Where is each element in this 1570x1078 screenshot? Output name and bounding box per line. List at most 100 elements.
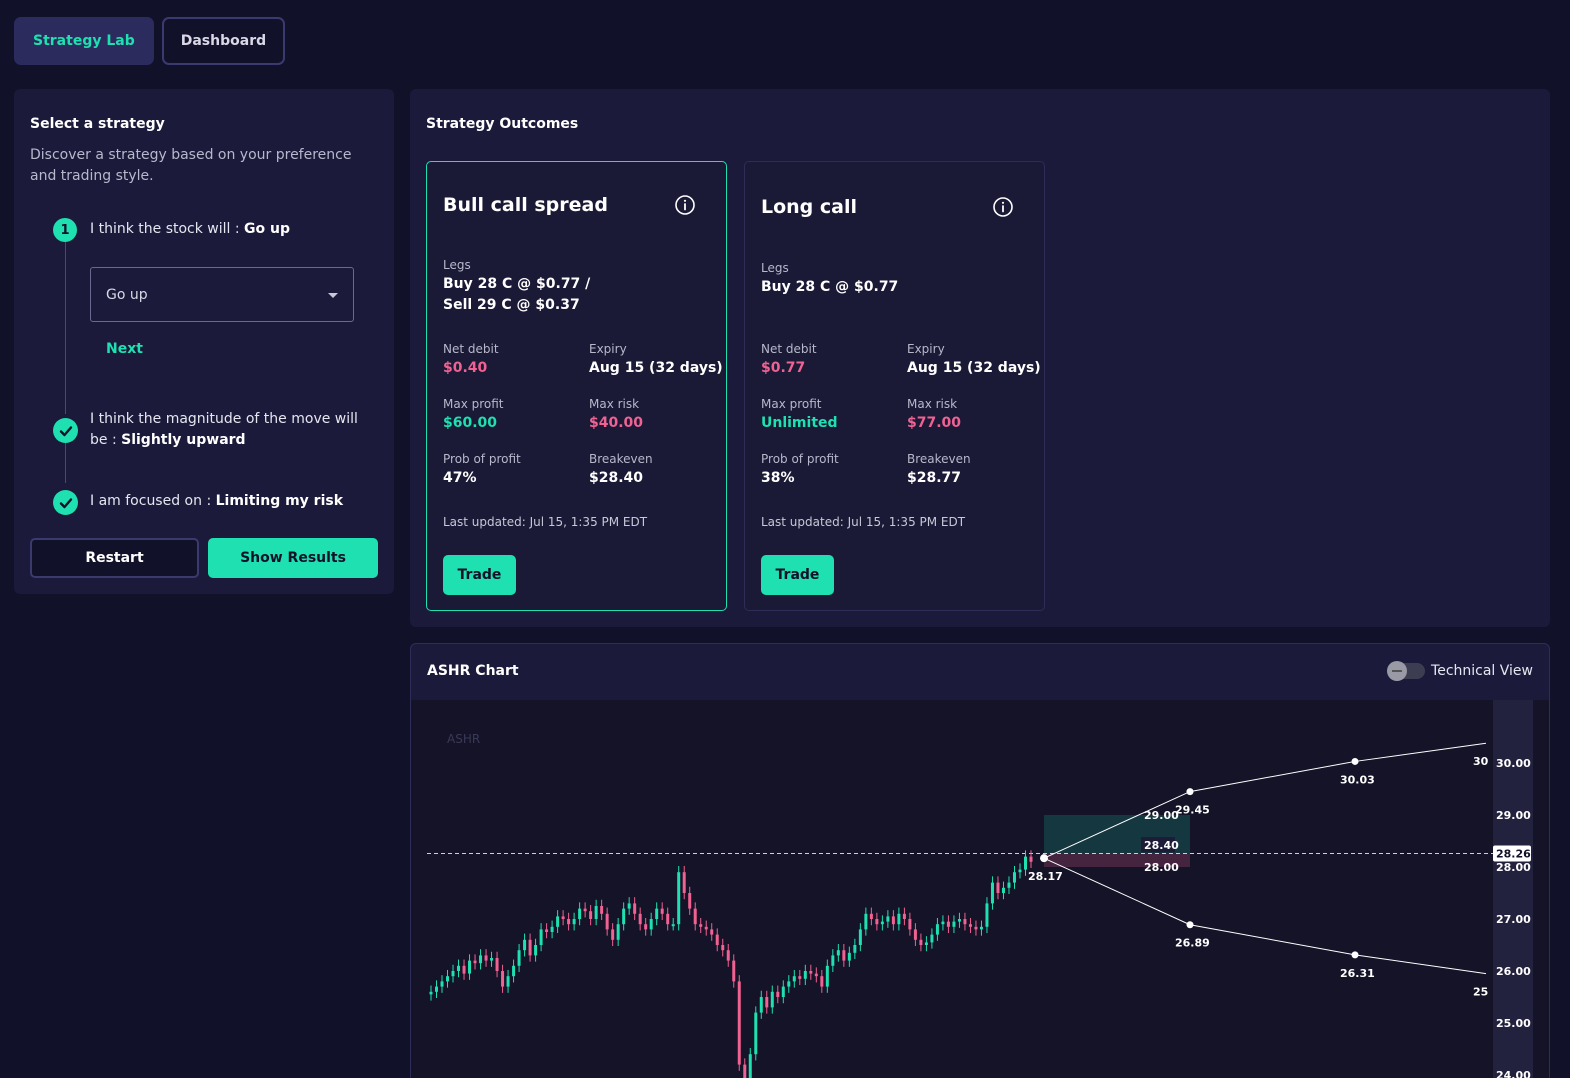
strategy-card-bull-call-spread[interactable]: Bull call spread Legs Buy 28 C @ $0.77 /…: [426, 161, 727, 611]
step-direction-prefix: I think the stock will :: [90, 221, 245, 237]
candle-body: [699, 924, 703, 927]
candle-body: [897, 913, 901, 925]
candle-body: [451, 971, 455, 977]
candle-body: [715, 934, 719, 945]
projection-up-point: [1186, 788, 1194, 796]
step-direction[interactable]: I think the stock will : Go up: [90, 219, 290, 240]
candle-body: [440, 981, 444, 987]
info-icon[interactable]: [674, 194, 696, 216]
candle-body: [869, 913, 873, 919]
step-magnitude[interactable]: I think the magnitude of the move will b…: [90, 409, 370, 451]
candle-body: [1018, 869, 1022, 873]
legs-label: Legs: [761, 261, 789, 275]
candle-body: [671, 924, 675, 927]
expiry-value: Aug 15 (32 days): [589, 360, 723, 376]
chart-watermark: ASHR: [447, 732, 480, 746]
trade-button[interactable]: Trade: [443, 555, 516, 595]
candle-body: [743, 1064, 747, 1078]
top-tabs: Strategy Lab Dashboard: [14, 17, 286, 65]
candle-body: [501, 971, 505, 987]
candle-body: [803, 971, 807, 979]
direction-select[interactable]: Go up: [90, 267, 354, 322]
candle-body: [677, 872, 681, 925]
strategy-selector-description: Discover a strategy based on your prefer…: [30, 147, 352, 184]
candle-body: [963, 919, 967, 925]
candle-body: [732, 960, 736, 982]
candle-body: [891, 916, 895, 925]
candle-body: [941, 921, 945, 925]
prob-profit-value: 38%: [761, 470, 795, 486]
toggle-switch[interactable]: [1387, 661, 1426, 681]
technical-view-toggle[interactable]: Technical View: [1387, 661, 1533, 681]
candle-body: [710, 929, 714, 935]
candle-body: [770, 991, 774, 1008]
candle-body: [836, 950, 840, 956]
projection-down-point: [1186, 921, 1194, 929]
restart-button[interactable]: Restart: [30, 538, 199, 578]
candle-body: [985, 903, 989, 927]
candle-body: [572, 919, 576, 925]
tab-dashboard[interactable]: Dashboard: [161, 17, 286, 65]
candle-body: [1001, 887, 1005, 893]
breakeven-value: $28.77: [907, 470, 962, 486]
zone-mid-label: 28.40: [1144, 839, 1179, 852]
projection-up-label: 29.45: [1175, 804, 1210, 817]
projection-down-point: [1351, 951, 1359, 959]
candle-body: [479, 955, 483, 964]
step-connector: [65, 242, 66, 414]
candle-body: [858, 929, 862, 945]
loss-zone: [1044, 853, 1190, 867]
candle-body: [809, 971, 813, 974]
candle-body: [594, 906, 598, 919]
candle-body: [682, 872, 686, 893]
candle-body: [781, 986, 785, 997]
strategy-card-long-call[interactable]: Long call Legs Buy 28 C @ $0.77 Net debi…: [744, 161, 1045, 611]
candle-body: [737, 981, 741, 1065]
zone-mid-label-bg: [1141, 837, 1175, 853]
candle-body: [517, 950, 521, 966]
max-profit-value: Unlimited: [761, 415, 838, 431]
step-focus[interactable]: I am focused on : Limiting my risk: [90, 491, 343, 512]
candle-body: [627, 903, 631, 909]
expiry-label: Expiry: [907, 342, 945, 356]
candle-body: [726, 950, 730, 961]
last-updated: Last updated: Jul 15, 1:35 PM EDT: [761, 515, 966, 529]
next-button[interactable]: Next: [106, 341, 143, 357]
step-focus-value: Limiting my risk: [215, 493, 344, 509]
candle-body: [523, 939, 527, 951]
max-profit-value: $60.00: [443, 415, 498, 431]
current-price-label: 28.26: [1496, 847, 1531, 860]
candle-body: [484, 955, 488, 961]
candle-body: [512, 965, 516, 977]
show-results-button[interactable]: Show Results: [208, 538, 378, 578]
candle-body: [605, 913, 609, 930]
card-title: Bull call spread: [443, 194, 608, 216]
candle-body: [974, 926, 978, 930]
candle-body: [875, 919, 879, 925]
candle-body: [880, 921, 884, 925]
trade-button[interactable]: Trade: [761, 555, 834, 595]
y-tick-label: 29.00: [1496, 809, 1531, 822]
candle-body: [583, 908, 587, 912]
candle-body: [864, 913, 868, 930]
expiry-label: Expiry: [589, 342, 627, 356]
candle-body: [589, 911, 593, 919]
candle-body: [666, 913, 670, 925]
candle-body: [704, 926, 708, 930]
info-icon[interactable]: [992, 196, 1014, 218]
candle-body: [842, 950, 846, 961]
candle-body: [952, 921, 956, 927]
candle-body: [550, 926, 554, 932]
max-risk-value: $40.00: [589, 415, 644, 431]
price-chart[interactable]: ASHR 30.00 29.00 28.00 27.00 26.00 25.00 24.00 2…: [411, 700, 1549, 1078]
candle-body: [556, 916, 560, 927]
price-chart-svg[interactable]: ASHR 30.00 29.00 28.00 27.00 26.00 25.00 24.00 2…: [411, 700, 1549, 1078]
max-profit-label: Max profit: [443, 397, 504, 411]
candle-body: [721, 945, 725, 951]
projection-down-label: 26.31: [1340, 967, 1375, 980]
tab-strategy-lab[interactable]: Strategy Lab: [14, 17, 154, 65]
projection-down-line: [1043, 857, 1487, 975]
candle-body: [600, 906, 604, 914]
candle-body: [688, 893, 692, 909]
net-debit-label: Net debit: [443, 342, 499, 356]
